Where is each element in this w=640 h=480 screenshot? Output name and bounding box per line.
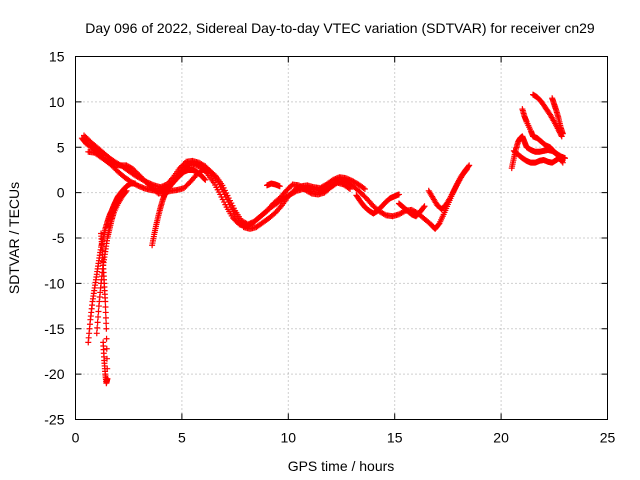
- data-point: [102, 314, 109, 321]
- y-tick-label: -25: [44, 412, 64, 428]
- data-point: [276, 183, 283, 190]
- data-point: [558, 158, 565, 165]
- x-tick-label: 20: [493, 430, 509, 446]
- data-point: [103, 325, 110, 332]
- data-point: [558, 133, 565, 140]
- data-point: [103, 345, 110, 352]
- y-tick-label: 10: [49, 94, 65, 110]
- data-point: [345, 185, 352, 192]
- y-tick-label: -5: [52, 230, 65, 246]
- y-tick-label: -10: [44, 275, 64, 291]
- data-point: [463, 167, 470, 174]
- data-point: [395, 191, 402, 198]
- y-tick-label: -15: [44, 321, 64, 337]
- data-point: [464, 166, 471, 173]
- chart-title: Day 096 of 2022, Sidereal Day-to-day VTE…: [85, 20, 595, 36]
- data-point: [361, 185, 368, 192]
- series-arc-13-16h: [353, 191, 402, 217]
- series-arc-17-18h: [425, 166, 471, 212]
- data-point: [95, 313, 102, 320]
- y-tick-label: -20: [44, 366, 64, 382]
- data-point: [95, 308, 102, 315]
- y-tick-label: 0: [57, 185, 65, 201]
- data-point: [132, 180, 139, 187]
- series-arc-20-23c: [519, 106, 566, 166]
- series-arc-3-7h: [149, 166, 209, 249]
- data-point: [420, 204, 427, 211]
- data-point: [103, 335, 110, 342]
- data-point: [123, 187, 130, 194]
- data-point: [98, 230, 105, 237]
- series-drop-arc-3: [98, 230, 111, 387]
- x-tick-label: 0: [72, 430, 80, 446]
- series-arc-9-10h: [264, 180, 283, 190]
- y-axis-label: SDTVAR / TECUs: [6, 182, 22, 294]
- data-point: [94, 324, 101, 331]
- data-point: [122, 188, 129, 195]
- data-point: [201, 176, 208, 183]
- y-tick-label: 5: [57, 139, 65, 155]
- data-point: [103, 320, 110, 327]
- data-point: [93, 330, 100, 337]
- series-drop-arc-2: [93, 187, 130, 337]
- data-point: [102, 309, 109, 316]
- axis-ticks: [75, 56, 608, 420]
- x-tick-label: 5: [178, 430, 186, 446]
- data-point: [94, 319, 101, 326]
- series-arc-21-23-high: [530, 91, 565, 140]
- x-axis-label: GPS time / hours: [288, 458, 395, 474]
- data-point: [202, 176, 209, 183]
- data-point: [347, 185, 354, 192]
- data-point: [103, 355, 110, 362]
- data-points: [78, 91, 568, 387]
- data-point: [104, 365, 111, 372]
- data-point: [561, 155, 568, 162]
- tick-labels: 0 5 10 15 20 25 -25 -20 -15 -10 -5 0 5 10 15: [44, 49, 615, 446]
- series-drop-arc-1: [85, 180, 139, 346]
- x-tick-label: 10: [281, 430, 297, 446]
- series-arc-22-23-right: [549, 95, 566, 137]
- data-point: [360, 185, 367, 192]
- series-arc-main-c: [85, 148, 354, 228]
- gridlines: [75, 56, 608, 420]
- data-point: [559, 159, 566, 166]
- data-point: [421, 203, 428, 210]
- x-tick-label: 25: [600, 430, 616, 446]
- series-arc-15-16h: [395, 200, 428, 220]
- data-point: [559, 130, 566, 137]
- data-point: [466, 162, 473, 169]
- data-point: [104, 375, 111, 382]
- y-tick-label: 15: [49, 49, 65, 65]
- data-point: [102, 303, 109, 310]
- x-tick-label: 15: [387, 430, 403, 446]
